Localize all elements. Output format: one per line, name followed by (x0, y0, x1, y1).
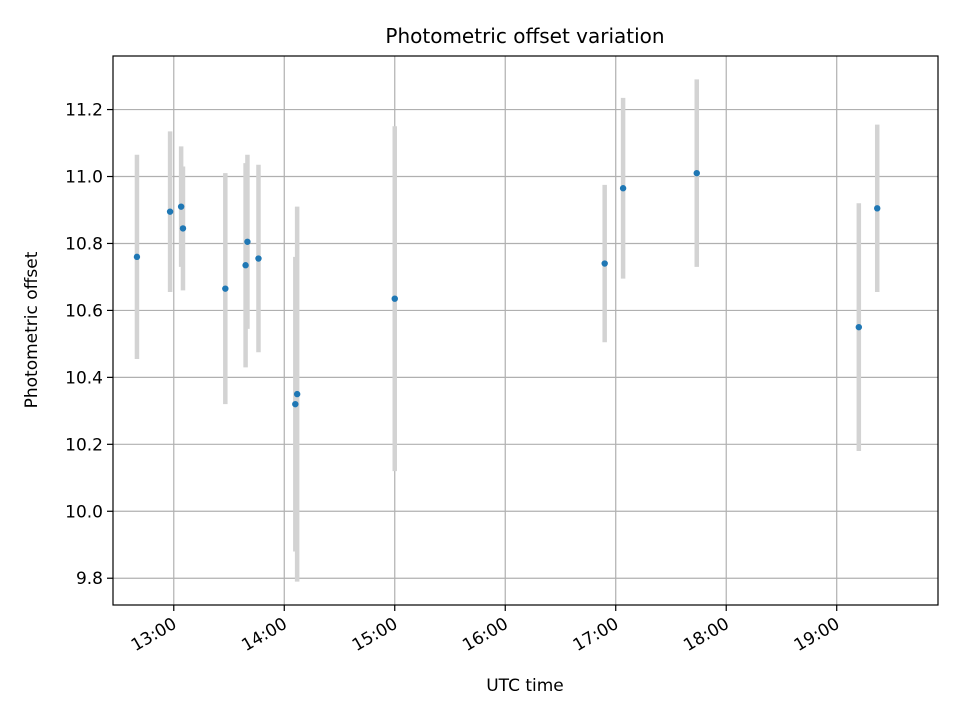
chart-title: Photometric offset variation (385, 24, 664, 48)
y-tick-label: 10.8 (65, 234, 103, 254)
y-tick-label: 10.4 (65, 368, 103, 388)
y-axis-ticks: 9.8 10.0 10.2 10.4 10.6 10.8 11.0 11.2 (65, 101, 113, 589)
data-point (601, 260, 608, 267)
grid-lines (113, 56, 938, 605)
data-point (255, 255, 262, 262)
data-points (133, 169, 881, 408)
plot-frame (112, 55, 939, 606)
data-point (222, 285, 229, 292)
y-tick-label: 11.2 (65, 101, 103, 121)
y-tick-label: 10.6 (65, 301, 103, 321)
data-point (391, 295, 398, 302)
data-point (179, 225, 187, 232)
data-point (166, 208, 174, 215)
data-point (242, 262, 249, 269)
y-tick-label: 11.0 (65, 168, 103, 188)
x-axis-label: UTC time (486, 676, 564, 696)
data-point (177, 203, 185, 210)
y-axis-label: Photometric offset (22, 251, 42, 408)
data-point (619, 185, 627, 192)
data-point (855, 323, 863, 331)
data-point (133, 253, 141, 261)
data-point (874, 205, 881, 212)
data-point (693, 169, 700, 177)
data-point (292, 400, 299, 408)
y-tick-label: 10.0 (65, 502, 103, 522)
y-tick-label: 10.2 (65, 435, 103, 455)
data-point (293, 390, 301, 398)
data-point (244, 238, 251, 245)
y-tick-label: 9.8 (76, 569, 103, 589)
